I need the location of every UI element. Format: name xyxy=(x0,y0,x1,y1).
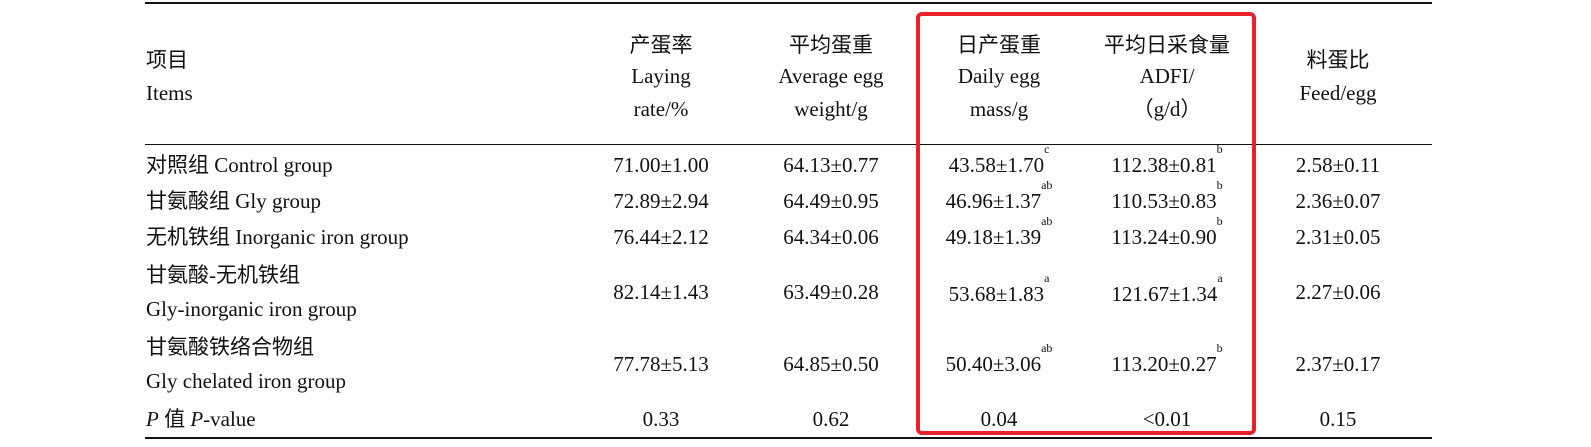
table-cell: 113.20±0.27b xyxy=(1090,342,1244,377)
p-symbol: P xyxy=(146,407,159,431)
table-cell: 46.96±1.37ab xyxy=(930,179,1068,214)
table-cell: 2.36±0.07 xyxy=(1295,189,1381,213)
table-cell: 2.37±0.17 xyxy=(1295,352,1381,376)
table-cell: 72.89±2.94 xyxy=(613,189,709,213)
header-col3-l1: 日产蛋重 xyxy=(957,33,1041,57)
cell-value: 53.68±1.83 xyxy=(948,282,1045,306)
header-items-en: Items xyxy=(146,81,193,105)
highlight-box xyxy=(916,12,1256,435)
pvalue-label-en: -value xyxy=(203,407,256,431)
header-col2-l3: weight/g xyxy=(794,97,868,121)
row-item-label: 对照组 Control group xyxy=(146,153,333,177)
table-cell: 64.34±0.06 xyxy=(783,225,879,249)
table-cell: 77.78±5.13 xyxy=(613,352,709,376)
cell-value: 110.53±0.83 xyxy=(1111,189,1217,213)
table-cell: 63.49±0.28 xyxy=(783,280,879,304)
significance-letter: b xyxy=(1216,341,1223,355)
cell-value: 112.38±0.81 xyxy=(1111,153,1217,177)
header-col2-l1: 平均蛋重 xyxy=(789,33,873,57)
pvalue-cell: 0.62 xyxy=(812,407,850,431)
significance-letter: ab xyxy=(1041,214,1053,228)
header-col4-l2: ADFI/ xyxy=(1139,64,1195,88)
table-cell: 2.27±0.06 xyxy=(1295,280,1381,304)
header-rule xyxy=(145,144,1432,145)
significance-letter: b xyxy=(1216,214,1223,228)
significance-letter: b xyxy=(1216,142,1223,156)
header-col5-l2: Feed/egg xyxy=(1299,81,1377,105)
table-cell: 2.58±0.11 xyxy=(1295,153,1381,177)
p-symbol: P xyxy=(190,407,204,431)
significance-letter: ab xyxy=(1041,178,1053,192)
top-rule xyxy=(145,2,1432,4)
header-items-cn: 项目 xyxy=(146,48,188,72)
table-cell: 82.14±1.43 xyxy=(613,280,709,304)
cell-value: 49.18±1.39 xyxy=(945,225,1042,249)
table-cell: 110.53±0.83b xyxy=(1090,179,1244,214)
bottom-rule xyxy=(145,437,1432,439)
significance-letter: a xyxy=(1044,271,1050,285)
table-cell: 113.24±0.90b xyxy=(1090,215,1244,250)
header-col3-l2: Daily egg xyxy=(957,64,1041,88)
row-item-label-en: Gly-inorganic iron group xyxy=(146,297,357,321)
row-item-label: 无机铁组 Inorganic iron group xyxy=(146,225,409,249)
row-item-label-en: Gly chelated iron group xyxy=(146,369,347,393)
cell-value: 113.20±0.27 xyxy=(1111,352,1217,376)
header-col5-l1: 料蛋比 xyxy=(1306,48,1370,72)
table-cell: 2.31±0.05 xyxy=(1295,225,1381,249)
header-col3-l3: mass/g xyxy=(969,97,1029,121)
significance-letter: ab xyxy=(1041,341,1053,355)
pvalue-label-cn: 值 xyxy=(158,407,191,431)
pvalue-cell: 0.15 xyxy=(1319,407,1357,431)
significance-letter: c xyxy=(1044,142,1050,156)
header-col4-l1: 平均日采食量 xyxy=(1104,33,1230,57)
cell-value: 121.67±1.34 xyxy=(1111,282,1218,306)
table-cell: 71.00±1.00 xyxy=(613,153,709,177)
cell-value: 113.24±0.90 xyxy=(1111,225,1217,249)
table-cell: 64.49±0.95 xyxy=(783,189,879,213)
table-cell: 53.68±1.83a xyxy=(930,272,1068,307)
table-cell: 43.58±1.70c xyxy=(930,143,1068,178)
table-cell: 64.85±0.50 xyxy=(783,352,879,376)
pvalue-cell: 0.33 xyxy=(642,407,680,431)
significance-letter: b xyxy=(1216,178,1223,192)
cell-value: 50.40±3.06 xyxy=(945,352,1042,376)
significance-letter: a xyxy=(1217,271,1223,285)
row-item-label: 甘氨酸铁络合物组 xyxy=(146,335,314,359)
table-cell: 121.67±1.34a xyxy=(1090,272,1244,307)
table-cell: 76.44±2.12 xyxy=(613,225,709,249)
table-cell: 64.13±0.77 xyxy=(783,153,879,177)
pvalue-label: P 值 P-value xyxy=(146,406,256,432)
header-col2-l2: Average egg xyxy=(778,64,884,88)
header-col1-l1: 产蛋率 xyxy=(629,33,693,57)
table-cell: 50.40±3.06ab xyxy=(930,342,1068,377)
row-item-label: 甘氨酸-无机铁组 xyxy=(146,263,300,287)
header-col1-l3: rate/% xyxy=(633,97,689,121)
header-col1-l2: Laying xyxy=(631,64,691,88)
pvalue-cell: <0.01 xyxy=(1142,407,1192,431)
table-cell: 112.38±0.81b xyxy=(1090,143,1244,178)
table-cell: 49.18±1.39ab xyxy=(930,215,1068,250)
pvalue-cell: 0.04 xyxy=(980,407,1018,431)
cell-value: 46.96±1.37 xyxy=(945,189,1042,213)
header-col4-l3: （g/d） xyxy=(1132,97,1202,121)
cell-value: 43.58±1.70 xyxy=(948,153,1045,177)
row-item-label: 甘氨酸组 Gly group xyxy=(146,189,321,213)
